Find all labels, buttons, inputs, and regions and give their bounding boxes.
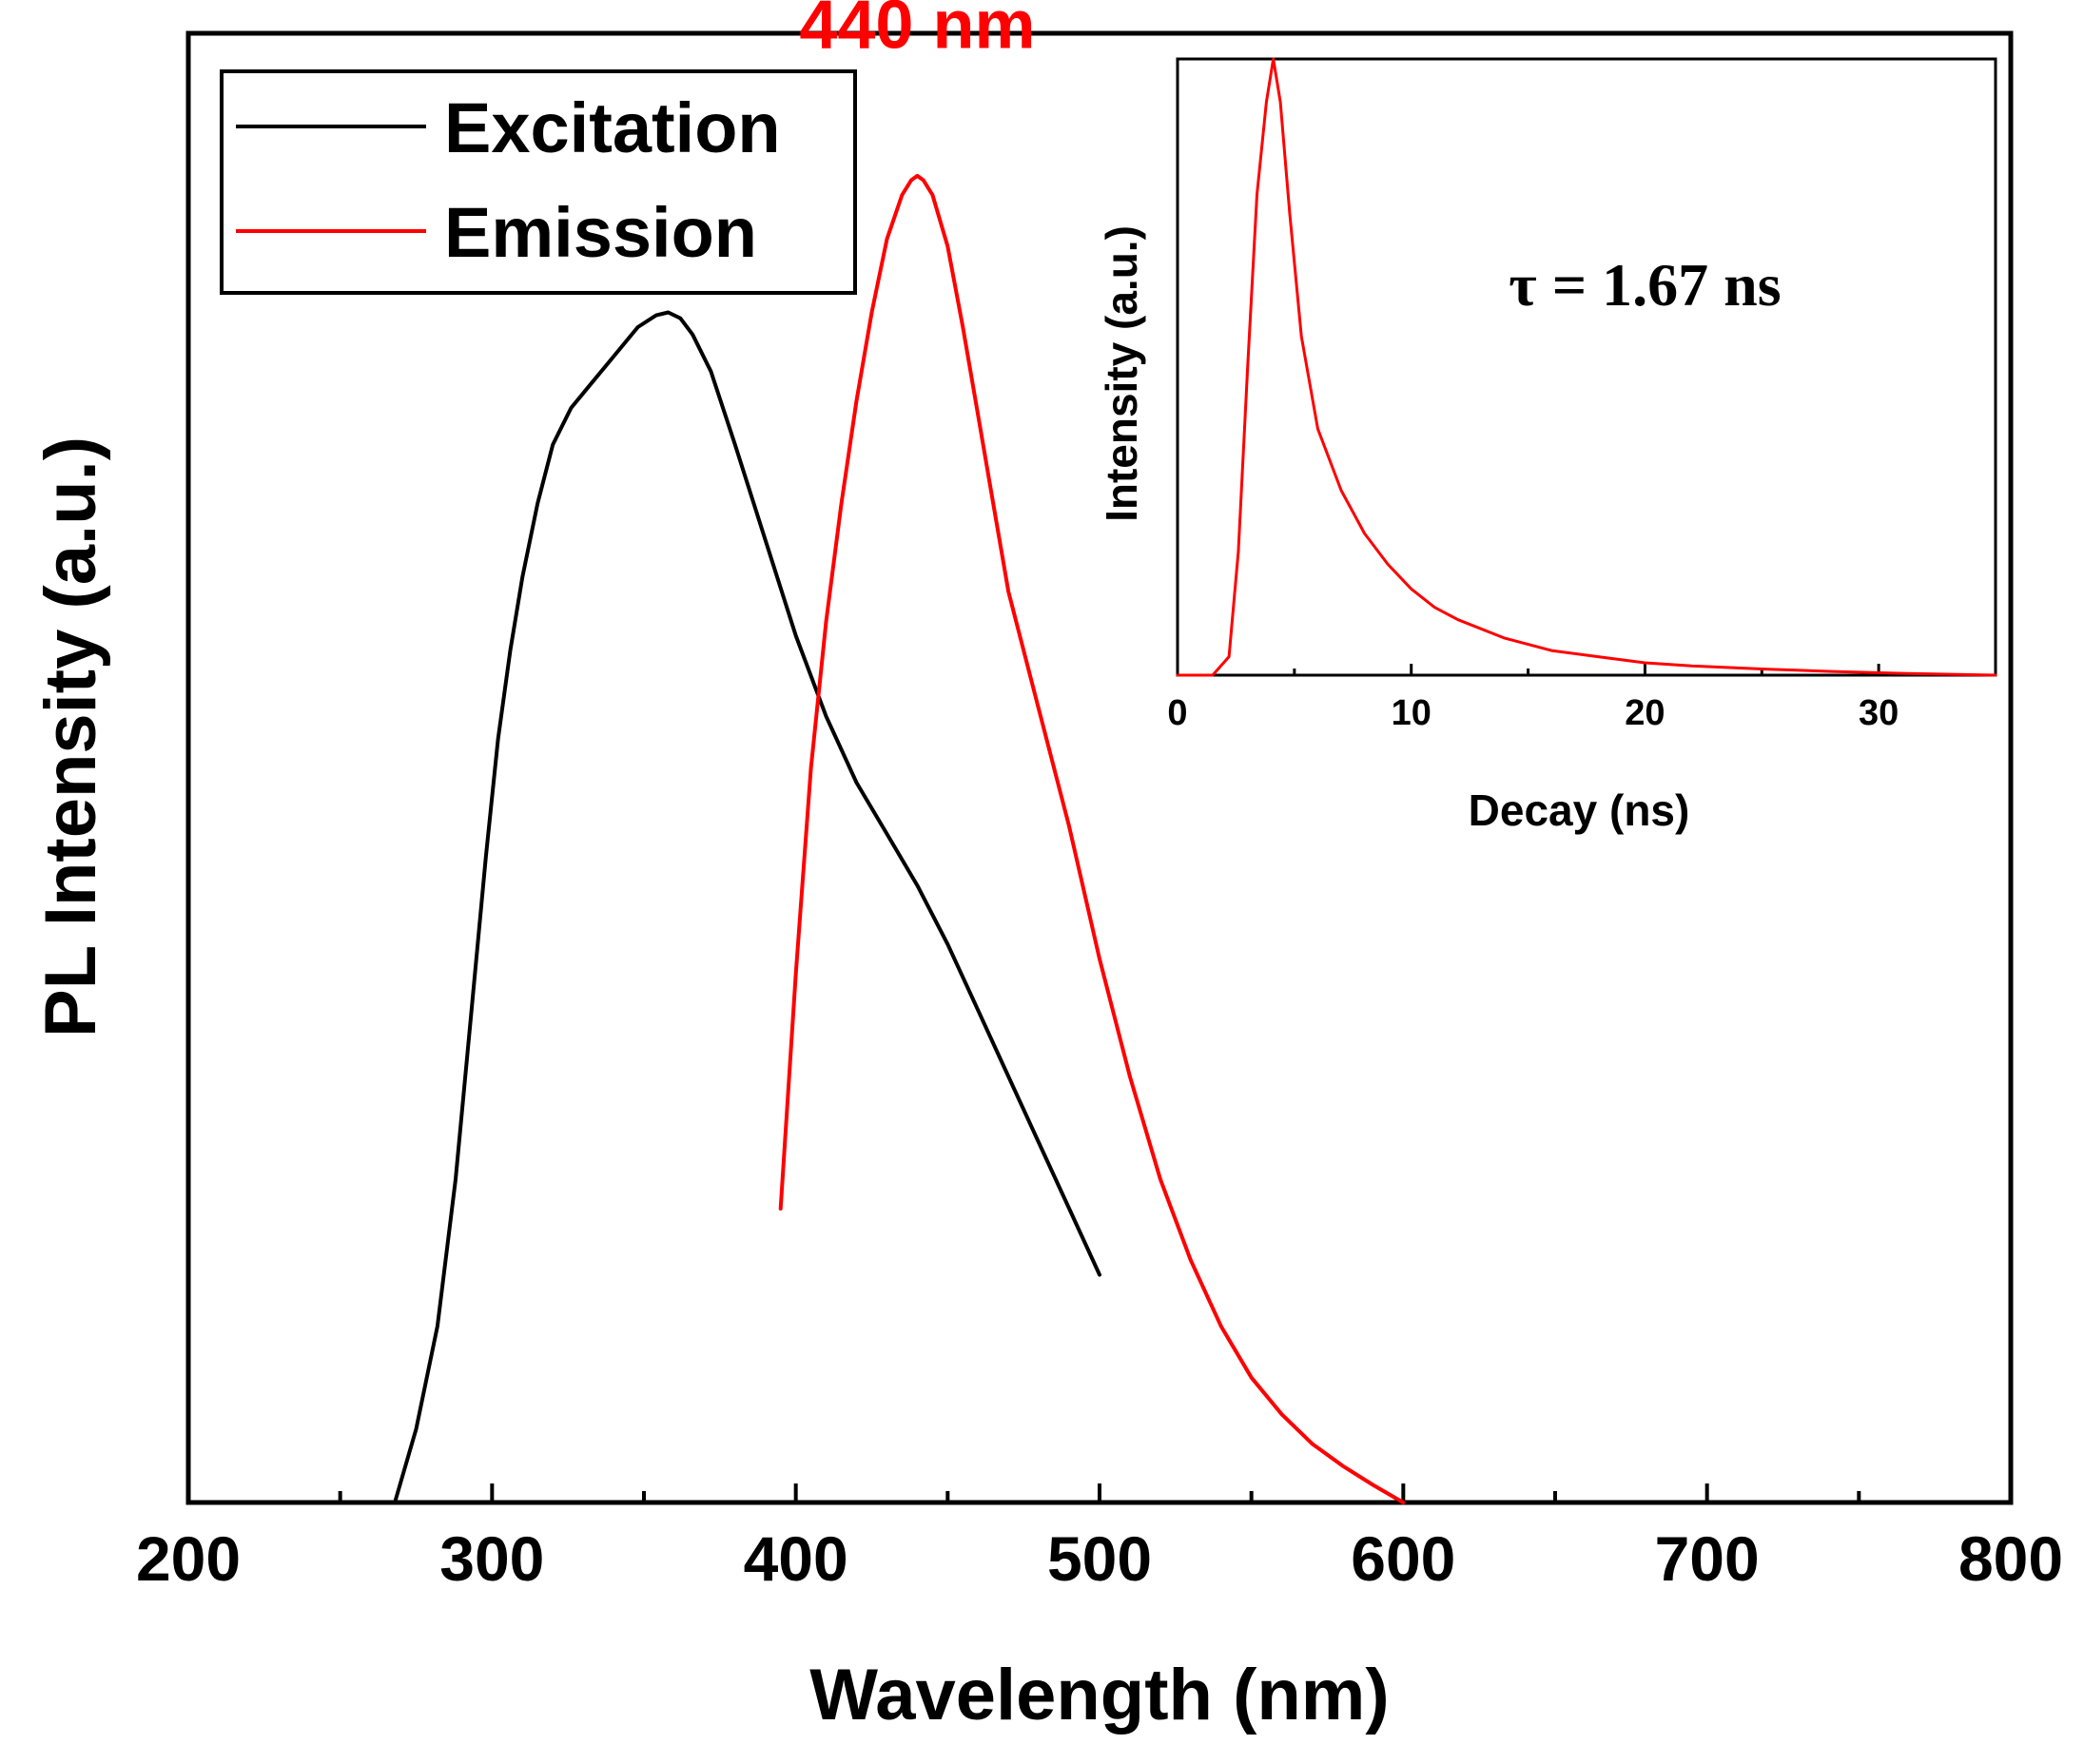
inset-series-decay (1176, 57, 1997, 677)
main-x-tick-label-200: 200 (136, 1523, 241, 1594)
main-x-tick-label-700: 700 (1655, 1523, 1760, 1594)
inset-x-axis-label: Decay (ns) (1469, 785, 1690, 835)
inset-x-tick-label-30: 30 (1859, 693, 1899, 733)
inset-x-ticks: 0 10 20 30 (1167, 664, 1899, 733)
inset-annotation-0: τ = 1.67 ns (1509, 251, 1781, 319)
inset-y-axis-label: Intensity (a.u.) (1097, 225, 1146, 522)
main-series (393, 173, 1406, 1504)
legend: Excitation Emission (220, 69, 857, 295)
legend-box (220, 69, 857, 295)
inset-plot-frame (1176, 57, 1997, 677)
main-x-axis-label: Wavelength (nm) (809, 1655, 1389, 1735)
main-y-axis-label: PL Intensity (a.u.) (30, 436, 111, 1037)
inset-series (1176, 57, 1997, 677)
inset-x-tick-label-10: 10 (1392, 693, 1432, 733)
main-x-ticks: 200 300 400 500 600 700 800 (136, 1483, 2063, 1594)
inset-chart: 0 10 20 30 τ = 1.67 ns Decay (ns) Intensity… (1097, 57, 1997, 835)
main-x-tick-label-300: 300 (439, 1523, 544, 1594)
inset-x-tick-label-20: 20 (1625, 693, 1665, 733)
main-x-tick-label-800: 800 (1958, 1523, 2063, 1594)
inset-x-tick-label-0: 0 (1167, 693, 1187, 733)
main-x-tick-label-600: 600 (1351, 1523, 1455, 1594)
main-series-emission (778, 173, 1406, 1504)
main-x-tick-label-500: 500 (1047, 1523, 1152, 1594)
inset-annotations: τ = 1.67 ns (1509, 251, 1781, 319)
main-series-excitation (393, 310, 1101, 1504)
main-annotation-1: 440 nm (799, 0, 1035, 63)
legend-emission-label: Emission (444, 193, 757, 272)
main-x-tick-label-400: 400 (744, 1523, 848, 1594)
legend-excitation-label: Excitation (444, 88, 781, 167)
